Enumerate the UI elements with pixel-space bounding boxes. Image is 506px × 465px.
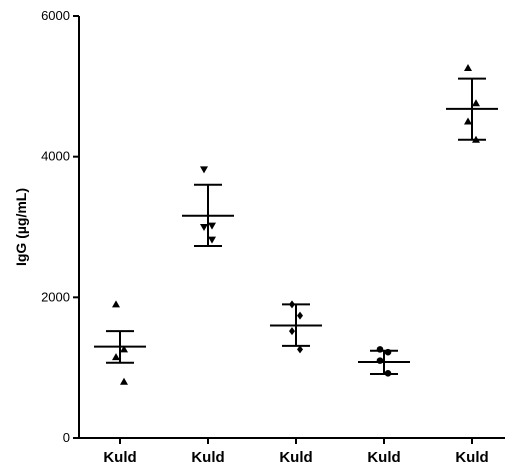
data-point — [376, 357, 384, 364]
data-point — [120, 377, 128, 385]
x-category-label: Kuld — [455, 449, 488, 465]
y-tick-label: 4000 — [41, 149, 70, 164]
data-point — [297, 311, 303, 320]
y-tick-label: 2000 — [41, 289, 70, 304]
data-point — [208, 236, 216, 244]
x-category-labels: Kuld Kuld Kuld Kuld Kuld — [103, 438, 489, 465]
data-point — [297, 345, 303, 354]
data-point — [112, 353, 120, 361]
data-point — [464, 64, 472, 72]
data-group — [358, 346, 410, 377]
data-group — [182, 166, 234, 247]
x-category-label: Kuld — [103, 449, 136, 465]
data-group — [446, 64, 498, 143]
data-point — [384, 369, 392, 377]
data-group — [270, 300, 322, 354]
x-category-label: Kuld — [279, 449, 312, 465]
data-point — [120, 345, 128, 353]
data-group — [94, 300, 146, 385]
data-point — [208, 222, 216, 230]
data-point — [472, 99, 480, 107]
x-category-label: Kuld — [191, 449, 224, 465]
y-axis-title: IgG (µg/mL) — [13, 188, 29, 266]
y-tick-label: 6000 — [41, 8, 70, 23]
data-point — [200, 166, 208, 174]
data-point — [200, 224, 208, 231]
y-tick-label: 0 — [63, 430, 70, 445]
data-groups — [94, 64, 498, 385]
axes — [78, 16, 505, 439]
data-point — [112, 300, 120, 308]
data-point — [289, 327, 295, 336]
y-ticks: 0 2000 4000 6000 — [41, 8, 79, 445]
data-point — [376, 346, 384, 353]
data-point — [472, 135, 480, 143]
data-point — [289, 300, 295, 309]
x-category-label: Kuld — [367, 449, 400, 465]
data-point — [464, 117, 472, 125]
data-point — [384, 348, 392, 356]
